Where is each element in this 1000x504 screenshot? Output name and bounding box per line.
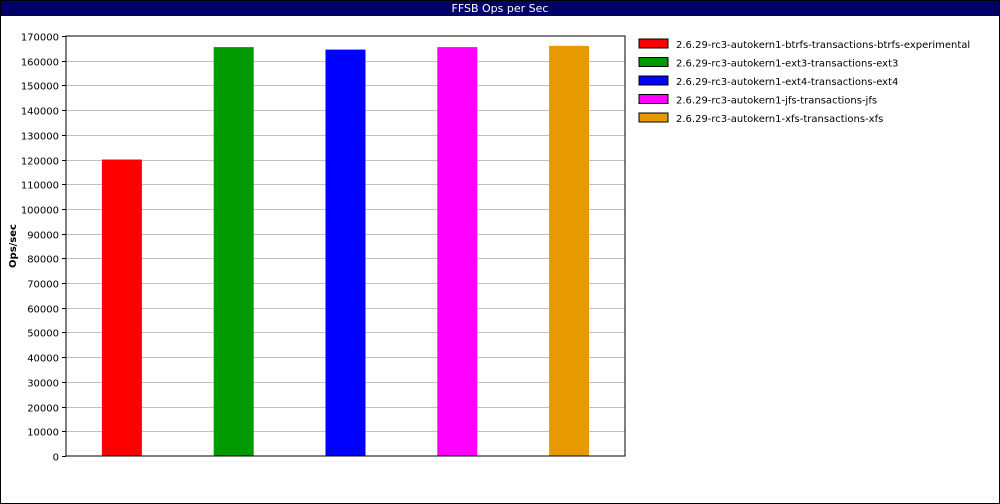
bar-2 bbox=[213, 47, 254, 456]
y-tick-label: 100000 bbox=[21, 206, 59, 217]
y-tick-label: 60000 bbox=[27, 305, 59, 316]
bars bbox=[101, 45, 590, 457]
y-tick-label: 110000 bbox=[21, 181, 59, 192]
y-tick-label: 40000 bbox=[27, 354, 59, 365]
y-tick-label: 80000 bbox=[27, 255, 59, 266]
y-tick-label: 70000 bbox=[27, 280, 59, 291]
legend-item: 2.6.29-rc3-autokern1-btrfs-transactions-… bbox=[638, 38, 970, 51]
legend-item: 2.6.29-rc3-autokern1-ext4-transactions-e… bbox=[638, 75, 898, 88]
legend-item: 2.6.29-rc3-autokern1-ext3-transactions-e… bbox=[638, 57, 898, 70]
y-tick-label: 30000 bbox=[27, 379, 59, 390]
y-axis-label: Ops/sec bbox=[8, 224, 19, 268]
y-tick-label: 150000 bbox=[21, 82, 59, 93]
y-tick-label: 90000 bbox=[27, 231, 59, 242]
y-tick-label: 160000 bbox=[21, 58, 59, 69]
y-tick-label: 120000 bbox=[21, 157, 59, 168]
bar-4 bbox=[437, 47, 478, 456]
y-tick-label: 140000 bbox=[21, 107, 59, 118]
legend-item: 2.6.29-rc3-autokern1-jfs-transactions-jf… bbox=[638, 94, 877, 107]
legend-swatch bbox=[638, 112, 669, 123]
y-tick-label: 170000 bbox=[21, 33, 59, 44]
bar-5 bbox=[549, 45, 590, 456]
y-axis-ticks: 0 10000 20000 30000 40000 50000 60000 70000 8000… bbox=[21, 33, 66, 464]
legend-label: 2.6.29-rc3-autokern1-ext4-transactions-e… bbox=[676, 77, 898, 88]
bar-1 bbox=[101, 159, 142, 456]
y-tick-label: 130000 bbox=[21, 132, 59, 143]
y-tick-label: 0 bbox=[53, 453, 59, 464]
legend-label: 2.6.29-rc3-autokern1-xfs-transactions-xf… bbox=[676, 114, 883, 125]
legend: 2.6.29-rc3-autokern1-btrfs-transactions-… bbox=[638, 38, 970, 125]
plot-area bbox=[65, 35, 626, 457]
chart-title: FFSB Ops per Sec bbox=[1, 1, 999, 16]
legend-label: 2.6.29-rc3-autokern1-ext3-transactions-e… bbox=[676, 59, 898, 70]
y-tick-label: 20000 bbox=[27, 404, 59, 415]
y-tick-label: 10000 bbox=[27, 428, 59, 439]
y-tick-label: 50000 bbox=[27, 329, 59, 340]
bar-3 bbox=[325, 49, 366, 457]
legend-swatch bbox=[638, 57, 669, 67]
legend-label: 2.6.29-rc3-autokern1-jfs-transactions-jf… bbox=[676, 96, 877, 107]
legend-swatch bbox=[638, 94, 669, 104]
legend-swatch bbox=[638, 38, 669, 49]
legend-item: 2.6.29-rc3-autokern1-xfs-transactions-xf… bbox=[638, 112, 883, 125]
legend-swatch bbox=[638, 75, 669, 86]
legend-label: 2.6.29-rc3-autokern1-btrfs-transactions-… bbox=[676, 40, 970, 51]
